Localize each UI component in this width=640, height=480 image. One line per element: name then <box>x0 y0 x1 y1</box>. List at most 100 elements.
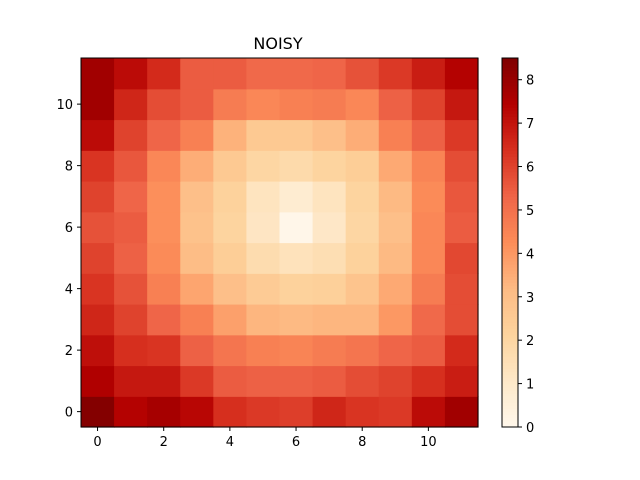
colorbar-segment <box>502 184 518 188</box>
heatmap-cell <box>147 396 181 428</box>
heatmap-cell <box>246 334 281 367</box>
colorbar-segment <box>502 214 518 219</box>
heatmap-cell <box>444 58 479 90</box>
colorbar-segment <box>502 377 518 382</box>
heatmap-cell <box>114 365 148 397</box>
heatmap-cell <box>246 304 281 336</box>
heatmap-cell <box>444 273 479 305</box>
heatmap-cell <box>246 396 281 428</box>
colorbar-segment <box>502 128 518 133</box>
heatmap-cell <box>312 273 347 305</box>
heatmap-cell <box>378 396 413 428</box>
heatmap-cell <box>411 119 446 151</box>
colorbar-segment <box>502 337 518 342</box>
colorbar-segment <box>502 300 518 305</box>
colorbar-segment <box>502 387 518 391</box>
heatmap-cell <box>246 211 281 244</box>
colorbar-segment <box>502 227 518 231</box>
heatmap-cell <box>213 181 248 213</box>
colorbar-segment <box>502 270 518 274</box>
heatmap-cell <box>81 242 115 274</box>
heatmap-cell <box>279 211 314 244</box>
heatmap-cell <box>147 181 181 213</box>
colorbar-tick-label: 1 <box>526 378 534 393</box>
colorbar-segment <box>502 202 518 207</box>
heatmap-cell <box>378 273 413 305</box>
heatmap-cell <box>114 119 148 151</box>
heatmap-cell <box>147 304 181 336</box>
colorbar-segment <box>502 113 518 117</box>
colorbar-segment <box>502 254 518 259</box>
colorbar-segment <box>502 171 518 176</box>
heatmap-cell <box>279 88 314 121</box>
colorbar-segment <box>502 85 518 90</box>
heatmap-cell <box>444 304 479 336</box>
colorbar-segment <box>502 242 518 247</box>
colorbar-segment <box>502 174 518 179</box>
colorbar-segment <box>502 141 518 145</box>
heatmap-cell <box>312 396 347 428</box>
heatmap-cell <box>246 273 281 305</box>
colorbar-segment <box>502 205 518 210</box>
colorbar-frame <box>501 57 519 428</box>
colorbar-segment <box>502 331 518 336</box>
colorbar-segment <box>502 325 518 330</box>
heatmap-cell <box>312 211 347 244</box>
colorbar-segment <box>502 220 518 225</box>
colorbar-segment <box>502 101 518 105</box>
heatmap-cell <box>378 242 413 274</box>
heatmap-cell <box>81 211 115 244</box>
heatmap-cell <box>213 273 248 305</box>
heatmap-cell <box>345 88 380 121</box>
heatmap-cell <box>312 181 347 213</box>
heatmap-cell <box>246 181 281 213</box>
heatmap-cell <box>81 304 115 336</box>
heatmap-cell <box>81 88 115 121</box>
colorbar-segment <box>502 353 518 357</box>
heatmap-cell <box>147 365 181 397</box>
colorbar-segment <box>502 88 518 93</box>
colorbar-segment <box>502 405 518 410</box>
colorbar: 0 1 2 3 4 5 6 7 8 <box>501 57 534 436</box>
colorbar-segment <box>502 144 518 148</box>
colorbar-segment <box>502 230 518 234</box>
heatmap-cell <box>147 334 181 367</box>
heatmap-cell <box>279 273 314 305</box>
heatmap-cell <box>378 365 413 397</box>
colorbar-segment <box>502 165 518 170</box>
colorbar-segment <box>502 402 518 406</box>
heatmap-cell <box>279 365 314 397</box>
heatmap-cell <box>312 365 347 397</box>
heatmap-plot-area: 0 2 4 6 8 10 0 2 4 6 8 10 <box>56 57 479 450</box>
colorbar-segment <box>502 248 518 253</box>
y-tick-label: 6 <box>65 221 73 236</box>
heatmap-cell <box>444 334 479 367</box>
colorbar-segment <box>502 304 518 308</box>
colorbar-segment <box>502 156 518 160</box>
colorbar-segment <box>502 245 518 250</box>
heatmap-cell <box>378 88 413 121</box>
heatmap-cell <box>444 119 479 151</box>
heatmap-cell <box>180 273 214 305</box>
colorbar-segment <box>502 291 518 296</box>
heatmap-cell <box>180 396 214 428</box>
colorbar-tick-label: 7 <box>526 117 534 132</box>
heatmap-cell <box>411 396 446 428</box>
colorbar-segment <box>502 177 518 182</box>
colorbar-segment <box>502 61 518 65</box>
colorbar-segment <box>502 233 518 237</box>
colorbar-tick-label: 6 <box>526 161 534 176</box>
colorbar-segment <box>502 267 518 271</box>
heatmap-cell <box>213 88 248 121</box>
heatmap-cell <box>246 365 281 397</box>
colorbar-segment <box>502 257 518 262</box>
colorbar-segment <box>502 297 518 302</box>
colorbar-segment <box>502 181 518 185</box>
heatmap-cell <box>279 334 314 367</box>
heatmap-cell <box>444 242 479 274</box>
heatmap-cell <box>246 58 281 90</box>
plot-frame <box>80 57 479 428</box>
colorbar-segment <box>502 150 518 154</box>
colorbar-segment <box>502 110 518 114</box>
